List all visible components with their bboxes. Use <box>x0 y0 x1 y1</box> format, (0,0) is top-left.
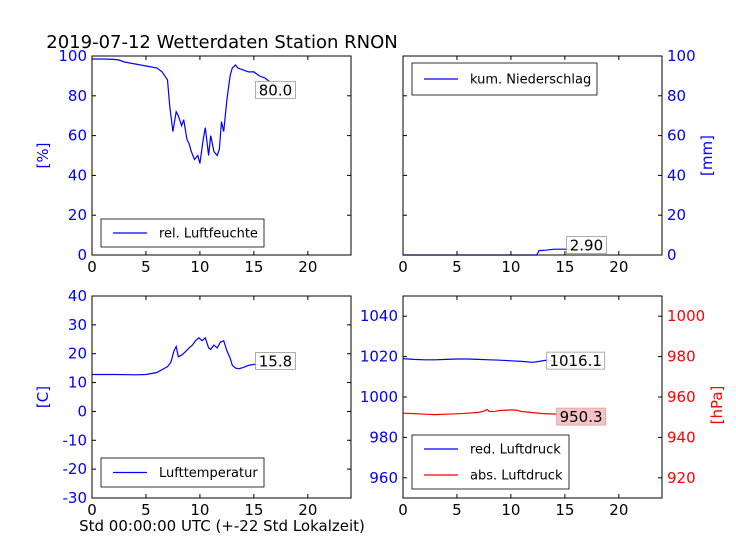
x-tick-label: 10 <box>501 258 520 276</box>
series-line <box>92 58 287 164</box>
legend-label: red. Luftdruck <box>470 443 561 458</box>
y-tick-label: 980 <box>369 428 398 446</box>
x-tick-label: 10 <box>501 501 520 519</box>
panel-humidity: 0 5 10 15 20 0 20 40 60 80 100 [%] 80.0 rel. Luftfeuc… <box>34 47 352 276</box>
panel-temperature: 0 5 10 15 20 -30 -20 -10 0 10 20 30 40 [C] 15.8 Lufttem… <box>34 287 352 519</box>
y2-tick-label: 980 <box>667 348 696 366</box>
plot-frame <box>91 295 352 499</box>
y-tick-label: 20 <box>68 345 87 363</box>
value-label: 2.90 <box>570 237 603 255</box>
y-tick-label: 80 <box>667 87 686 105</box>
y-tick-label: 10 <box>68 374 87 392</box>
value-box <box>255 80 296 99</box>
y-axis-label: [mm] <box>698 135 716 176</box>
y-tick-label: 20 <box>68 206 87 224</box>
y-tick-label: -10 <box>63 431 88 449</box>
y-axis-label: [%] <box>34 143 52 169</box>
value-box <box>556 407 606 426</box>
series-line <box>92 336 287 376</box>
y-tick-label: 40 <box>68 166 87 184</box>
x-tick-label: 20 <box>298 501 317 519</box>
value-label: 950.3 <box>560 408 603 426</box>
value-label: 1016.1 <box>549 352 602 370</box>
x-tick-label: 20 <box>609 258 628 276</box>
x-tick-label: 5 <box>141 501 151 519</box>
x-tick-label: 0 <box>87 501 97 519</box>
value-box <box>255 352 296 370</box>
value-box <box>546 351 606 370</box>
y-tick-label: 1040 <box>360 307 398 325</box>
x-tick-label: 5 <box>452 258 462 276</box>
y2-tick-label: 920 <box>667 469 696 487</box>
value-box <box>566 236 607 254</box>
y-tick-label: 20 <box>667 206 686 224</box>
y-tick-label: 100 <box>58 47 87 65</box>
panel-pressure: 0 5 10 15 20 960 980 1000 1020 1040 920 940 960 980 10… <box>360 295 726 519</box>
legend-box <box>411 434 570 490</box>
y-tick-label: 60 <box>68 127 87 145</box>
legend-label: rel. Luftfeuchte <box>159 227 258 242</box>
plot-frame <box>402 55 663 256</box>
x-tick-label: 15 <box>244 501 263 519</box>
y-tick-label: 0 <box>667 246 677 264</box>
y2-tick-label: 960 <box>667 388 696 406</box>
x-tick-label: 10 <box>190 258 209 276</box>
value-label: 80.0 <box>259 81 292 99</box>
x-tick-label: 0 <box>87 258 97 276</box>
y-tick-label: 80 <box>68 87 87 105</box>
y-tick-label: 1000 <box>360 388 398 406</box>
y2-tick-label: 940 <box>667 428 696 446</box>
y2-axis-label: [hPa] <box>708 386 726 425</box>
y-tick-label: 960 <box>369 469 398 487</box>
y-tick-label: 60 <box>667 127 686 145</box>
x-tick-label: 15 <box>555 258 574 276</box>
y-tick-label: 0 <box>77 402 87 420</box>
y-tick-label: -20 <box>63 460 88 478</box>
y-tick-label: 40 <box>68 287 87 305</box>
y-tick-label: 40 <box>667 166 686 184</box>
panel-precipitation: 0 5 10 15 20 0 20 40 60 80 100 [mm] 2.90 kum. Nieders… <box>398 47 716 276</box>
value-label: 15.8 <box>259 352 292 370</box>
y-tick-label: 30 <box>68 316 87 334</box>
legend-label: kum. Niederschlag <box>470 73 591 88</box>
y-tick-label: 0 <box>77 246 87 264</box>
y-tick-label: 1020 <box>360 348 398 366</box>
y-tick-label: 100 <box>667 47 696 65</box>
x-tick-label: 15 <box>244 258 263 276</box>
x-tick-label: 20 <box>298 258 317 276</box>
x-axis-label: Std 00:00:00 UTC (+-22 Std Lokalzeit) <box>79 517 365 535</box>
x-tick-label: 5 <box>452 501 462 519</box>
legend-label: abs. Luftdruck <box>470 469 563 484</box>
legend-label: Lufttemperatur <box>159 466 258 481</box>
y-tick-label: -30 <box>63 489 88 507</box>
y2-tick-label: 1000 <box>667 307 705 325</box>
x-tick-label: 10 <box>190 501 209 519</box>
x-tick-label: 5 <box>141 258 151 276</box>
x-tick-label: 15 <box>555 501 574 519</box>
x-tick-label: 0 <box>398 258 408 276</box>
figure-title: 2019-07-12 Wetterdaten Station RNON <box>46 32 397 53</box>
plot-frame <box>91 55 352 256</box>
x-tick-label: 0 <box>398 501 408 519</box>
x-tick-label: 20 <box>609 501 628 519</box>
y-axis-label: [C] <box>34 386 52 408</box>
